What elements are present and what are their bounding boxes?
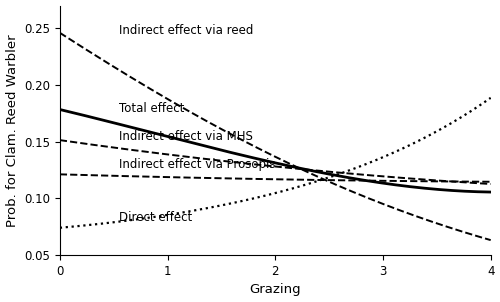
Text: Indirect effect via reed: Indirect effect via reed xyxy=(119,24,254,37)
Text: Total effect: Total effect xyxy=(119,102,184,115)
Text: Direct effect: Direct effect xyxy=(119,211,192,224)
Text: Indirect effect via Prosopis: Indirect effect via Prosopis xyxy=(119,158,276,171)
Text: Indirect effect via MHS: Indirect effect via MHS xyxy=(119,130,253,143)
X-axis label: Grazing: Grazing xyxy=(250,284,301,297)
Y-axis label: Prob. for Clam. Reed Warbler: Prob. for Clam. Reed Warbler xyxy=(6,34,18,227)
